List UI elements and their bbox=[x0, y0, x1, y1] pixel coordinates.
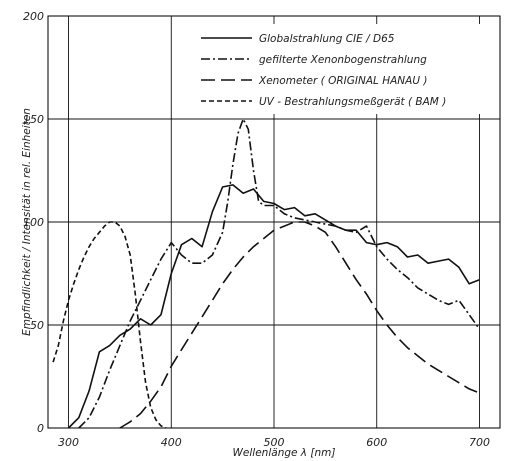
y-tick-label-100: 100 bbox=[23, 216, 44, 229]
x-tick-label-400: 400 bbox=[161, 436, 182, 449]
series-line-3 bbox=[119, 221, 480, 429]
y-tick-label-200: 200 bbox=[23, 10, 44, 23]
x-tick-label-600: 600 bbox=[366, 436, 387, 449]
legend: Globalstrahlung CIE / D65 gefilterte Xeno… bbox=[201, 33, 446, 108]
x-axis-label: Wellenlänge λ [nm] bbox=[233, 447, 336, 459]
tick-labels: 300 400 500 600 700 0 50 100 150 200 bbox=[23, 10, 490, 449]
series-line-4 bbox=[52, 221, 167, 429]
legend-box bbox=[196, 24, 492, 114]
x-tick-label-500: 500 bbox=[264, 436, 285, 449]
y-tick-label-150: 150 bbox=[23, 113, 44, 126]
y-tick-label-0: 0 bbox=[37, 422, 44, 435]
y-axis-label: Empfindlichkeit / Intensität in rel. Ein… bbox=[21, 108, 33, 336]
legend-label-2: gefilterte Xenonbogenstrahlung bbox=[259, 54, 427, 66]
legend-label-1: Globalstrahlung CIE / D65 bbox=[259, 33, 395, 45]
y-tick-label-50: 50 bbox=[30, 319, 44, 332]
x-tick-label-300: 300 bbox=[58, 436, 79, 449]
legend-label-4: UV - Bestrahlungsmeßgerät ( BAM ) bbox=[259, 96, 446, 108]
legend-background bbox=[196, 24, 492, 114]
series-group bbox=[52, 118, 481, 429]
series-line-1 bbox=[67, 184, 480, 429]
x-tick-label-700: 700 bbox=[469, 436, 490, 449]
series-line-2 bbox=[78, 118, 481, 429]
legend-label-3: Xenometer ( ORIGINAL HANAU ) bbox=[258, 75, 427, 87]
